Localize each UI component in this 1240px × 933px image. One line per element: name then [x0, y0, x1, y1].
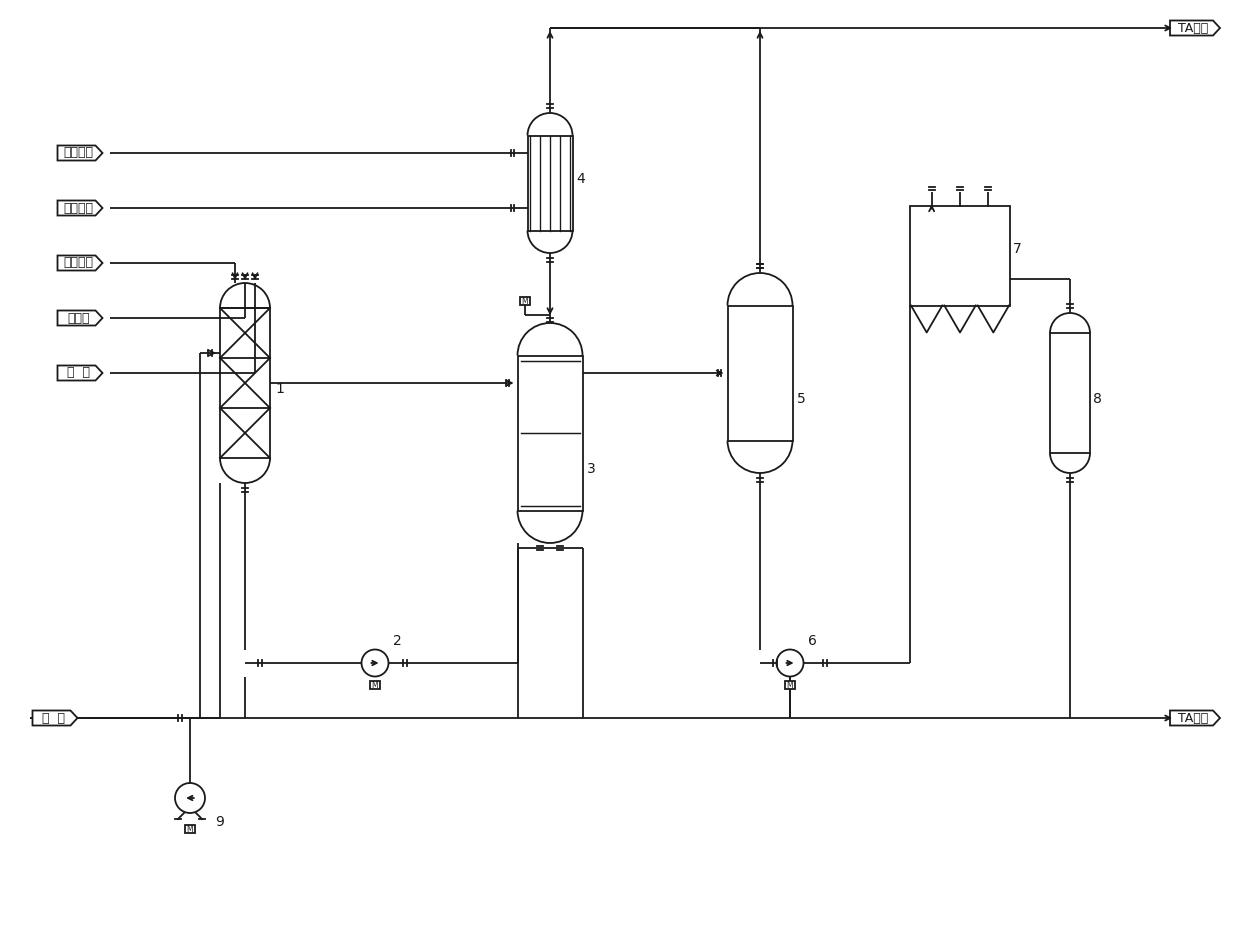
Polygon shape [1171, 711, 1220, 726]
Text: M: M [187, 825, 193, 833]
Text: 1: 1 [275, 382, 284, 396]
Polygon shape [1171, 21, 1220, 35]
Bar [517, 355, 583, 510]
Text: M: M [786, 680, 794, 689]
Text: 4: 4 [577, 172, 585, 186]
Bar [785, 681, 795, 689]
Text: 7: 7 [1013, 242, 1022, 256]
Polygon shape [57, 311, 103, 326]
Polygon shape [57, 366, 103, 381]
Text: 空  气: 空 气 [42, 712, 64, 725]
Text: 醋  酸: 醋 酸 [67, 367, 91, 380]
Polygon shape [57, 201, 103, 216]
Text: 8: 8 [1092, 392, 1102, 406]
Bar [185, 826, 195, 832]
Text: 催化剂: 催化剂 [67, 312, 89, 325]
Circle shape [175, 783, 205, 813]
Text: TA产品: TA产品 [1178, 712, 1209, 725]
Text: 5: 5 [796, 392, 805, 406]
Text: 对二甲苯: 对二甲苯 [63, 257, 93, 270]
Bar [527, 135, 573, 230]
Text: 6: 6 [808, 634, 817, 648]
Bar [728, 305, 792, 440]
Text: 2: 2 [393, 634, 402, 648]
Circle shape [776, 649, 804, 676]
Text: M: M [372, 680, 378, 689]
Bar [371, 681, 379, 689]
Bar [219, 308, 270, 458]
Bar [521, 298, 529, 304]
Text: M: M [522, 297, 528, 305]
Polygon shape [32, 711, 77, 726]
Bar [910, 206, 1011, 305]
Text: 3: 3 [587, 462, 595, 476]
Bar [1050, 333, 1090, 453]
Text: TA产品: TA产品 [1178, 21, 1209, 35]
Polygon shape [57, 256, 103, 271]
Text: 冷却回水: 冷却回水 [63, 146, 93, 160]
Text: 9: 9 [215, 815, 224, 829]
Polygon shape [57, 146, 103, 160]
Text: 冷却上水: 冷却上水 [63, 202, 93, 215]
Circle shape [362, 649, 388, 676]
